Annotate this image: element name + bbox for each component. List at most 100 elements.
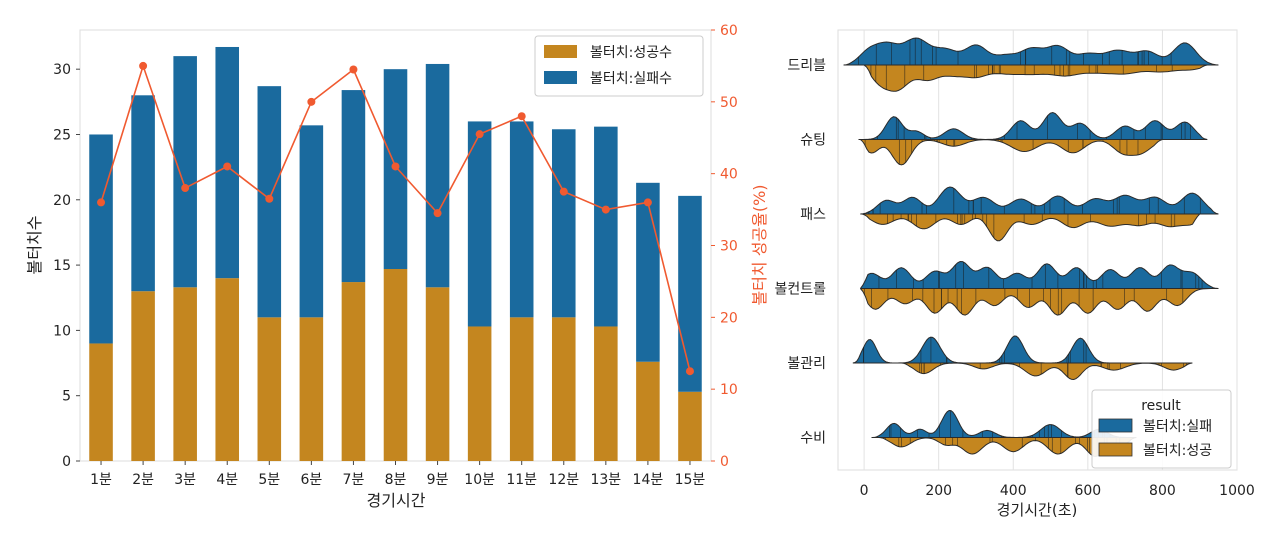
y2-tick-label: 20 xyxy=(720,310,738,326)
bar-fail xyxy=(678,195,702,392)
bar-success xyxy=(678,391,702,461)
legend-swatch-fail xyxy=(544,71,577,84)
y-tick-label: 0 xyxy=(62,454,71,470)
success-rate-point xyxy=(223,162,232,171)
bar-success xyxy=(509,317,534,461)
y-tick-label: 20 xyxy=(53,193,71,209)
y2-tick-label: 50 xyxy=(720,95,738,111)
y2-tick-label: 10 xyxy=(720,382,738,398)
y-category-label: 패스 xyxy=(800,207,826,223)
left-y2-axis: 0 10 20 30 40 50 60 xyxy=(711,23,738,470)
right-legend: result 볼터치:실패 볼터치:성공 xyxy=(1091,389,1232,469)
success-rate-point xyxy=(181,184,190,193)
y2-tick-label: 40 xyxy=(720,167,738,183)
left-x-axis: 1분 2분 3분 4분 5분 6분 7분 8분 9분 10분 11분 12분 13분 14분 15분 xyxy=(90,461,705,488)
violin-half-success xyxy=(860,139,1163,166)
x-tick-label: 1000 xyxy=(1219,483,1255,499)
success-rate-line xyxy=(97,61,694,376)
violin-half-fail xyxy=(858,111,1208,141)
y-category-label: 슈팅 xyxy=(800,133,826,149)
x-tick-label: 2분 xyxy=(132,472,154,488)
bar-success xyxy=(131,291,155,461)
y-tick-label: 25 xyxy=(53,127,71,143)
success-rate-point xyxy=(685,367,694,376)
success-rate-point xyxy=(643,198,652,207)
bar-fail xyxy=(636,182,660,362)
stacked-bar-chart: 0 5 10 15 20 25 30 0 10 20 30 40 50 60 1분 2분 3분 4분 5분 6분 7… xyxy=(25,23,769,510)
bar-success xyxy=(594,326,618,461)
violin-half-success xyxy=(860,288,1219,316)
y-tick-label: 15 xyxy=(53,258,71,274)
x-tick-label: 14분 xyxy=(633,472,664,488)
violin-half-fail xyxy=(860,186,1219,215)
bar-fail xyxy=(299,125,324,318)
x-tick-label: 0 xyxy=(860,483,869,499)
bar-success xyxy=(341,282,366,461)
bar-success xyxy=(215,278,240,461)
success-rate-point xyxy=(601,205,610,214)
legend-swatch-violin-success xyxy=(1098,442,1133,457)
bar-success xyxy=(636,361,660,461)
left-legend: 볼터치:성공수 볼터치:실패수 xyxy=(534,35,704,97)
right-x-axis: 0 200 400 600 800 1000 xyxy=(860,483,1255,499)
violin-half-fail xyxy=(859,260,1219,289)
legend-label-violin-success: 볼터치:성공 xyxy=(1143,443,1212,459)
violin-half-fail xyxy=(843,37,1219,66)
success-rate-point xyxy=(139,61,148,70)
x-tick-label: 400 xyxy=(1000,483,1027,499)
bar-success xyxy=(257,317,282,461)
x-tick-label: 800 xyxy=(1149,483,1176,499)
bar-group xyxy=(89,46,702,461)
x-tick-label: 13분 xyxy=(590,472,621,488)
bar-fail xyxy=(509,121,534,318)
bar-fail xyxy=(425,63,450,288)
x-tick-label: 11분 xyxy=(506,472,537,488)
right-x-axis-label: 경기시간(초) xyxy=(997,501,1078,519)
left-y-axis: 0 5 10 15 20 25 30 xyxy=(53,62,80,470)
bar-fail xyxy=(467,121,492,327)
legend-swatch-violin-fail xyxy=(1098,418,1133,433)
x-tick-label: 3분 xyxy=(174,472,196,488)
x-tick-label: 15분 xyxy=(675,472,706,488)
success-rate-point xyxy=(517,112,526,121)
y-category-label: 볼관리 xyxy=(787,356,826,372)
legend-swatch-success xyxy=(544,45,577,58)
success-rate-point xyxy=(559,187,568,196)
bar-success xyxy=(551,317,576,461)
x-tick-label: 200 xyxy=(925,483,952,499)
y2-tick-label: 0 xyxy=(720,454,729,470)
violin-half-success xyxy=(862,64,1208,92)
success-rate-point xyxy=(265,194,274,203)
x-tick-label: 1분 xyxy=(90,472,112,488)
legend-label-fail: 볼터치:실패수 xyxy=(590,71,672,87)
x-tick-label: 12분 xyxy=(548,472,579,488)
success-rate-point xyxy=(97,198,106,207)
success-rate-point xyxy=(475,130,484,139)
success-rate-point xyxy=(391,162,400,171)
x-tick-label: 600 xyxy=(1074,483,1101,499)
y2-tick-label: 30 xyxy=(720,239,738,255)
success-rate-point xyxy=(307,97,316,106)
bar-fail xyxy=(173,56,197,288)
bar-success xyxy=(425,287,450,461)
y-category-label: 볼컨트롤 xyxy=(774,282,826,298)
bar-fail xyxy=(89,134,113,344)
y-tick-label: 10 xyxy=(53,323,71,339)
bar-success xyxy=(383,269,408,461)
success-rate-point xyxy=(349,65,358,74)
x-tick-label: 10분 xyxy=(464,472,495,488)
bar-fail xyxy=(594,126,618,327)
right-legend-title: result xyxy=(1141,398,1181,414)
y-category-label: 드리블 xyxy=(787,58,826,74)
y-category-label: 수비 xyxy=(800,431,826,447)
bar-success xyxy=(299,317,324,461)
x-tick-label: 9분 xyxy=(427,472,449,488)
bar-success xyxy=(173,287,197,461)
y-tick-label: 5 xyxy=(62,389,71,405)
bar-success xyxy=(467,326,492,461)
x-tick-label: 7분 xyxy=(343,472,365,488)
legend-label-violin-fail: 볼터치:실패 xyxy=(1143,419,1212,435)
